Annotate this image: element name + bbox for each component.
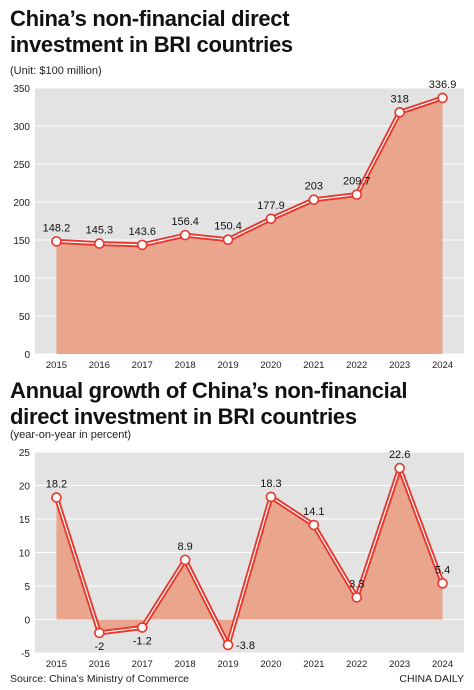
chart2-title-line2: direct investment in BRI countries	[10, 404, 357, 429]
chart2-y-tick-label: 25	[19, 448, 31, 459]
chart2-data-label: -2	[94, 641, 104, 653]
chart1-data-label: 177.9	[257, 200, 285, 212]
chart1-data-point	[265, 213, 277, 225]
chart1-data-point	[437, 92, 448, 104]
chart1-data-label: 150.4	[214, 221, 242, 233]
chart1-x-tick-label: 2015	[46, 360, 67, 371]
chart2-x-tick-label: 2016	[89, 659, 110, 670]
chart1-x-tick-label: 2022	[346, 360, 367, 371]
chart2-data-label: 5.4	[435, 564, 450, 576]
chart2-x-tick-label: 2015	[46, 659, 67, 670]
chart2-x-tick-label: 2022	[346, 659, 367, 670]
chart1-y-tick-label: 250	[13, 160, 30, 171]
chart2-x-tick-label: 2018	[175, 659, 196, 670]
chart1-data-point	[136, 239, 148, 251]
chart1-x-tick-label: 2024	[432, 360, 453, 371]
chart2-area-chart: -5 0 5 10 15 20 25 18.2 -2 -1.2 8.9 -3.8 18.3 14.1 3.3…	[19, 448, 464, 670]
chart1-data-label: 145.3	[86, 225, 114, 237]
chart1-y-tick-label: 0	[24, 350, 30, 361]
chart1-x-tick-label: 2018	[175, 360, 196, 371]
chart2-x-tick-label: 2023	[389, 659, 410, 670]
chart2-x-tick-label: 2019	[217, 659, 238, 670]
chart1-y-tick-label: 300	[13, 122, 30, 133]
chart2-y-tick-label: 15	[19, 515, 31, 526]
source-note: Source: China’s Ministry of Commerce	[10, 673, 189, 685]
credit-label: CHINA DAILY	[399, 673, 464, 685]
chart2-y-tick-label: -5	[21, 649, 30, 660]
chart1-data-point	[51, 236, 62, 247]
chart2-title-line1: Annual growth of China’s non-financial	[10, 378, 408, 403]
chart2-title: Annual growth of China’s non-financial d…	[10, 378, 408, 430]
chart2-x-tick-label: 2021	[303, 659, 324, 670]
chart1-unit-label: (Unit: $100 million)	[10, 65, 102, 77]
chart2-data-label: -1.2	[133, 636, 152, 648]
chart2-y-tick-label: 5	[24, 582, 30, 593]
chart2-unit-label: (year-on-year in percent)	[10, 429, 132, 441]
chart2-data-label: 18.3	[260, 478, 281, 490]
chart1-data-label: 143.6	[128, 226, 156, 238]
chart1-data-point	[394, 107, 405, 118]
chart1-y-tick-label: 150	[13, 236, 30, 247]
chart2-area-fill	[56, 468, 443, 645]
chart2-data-point	[179, 554, 191, 566]
chart1-x-tick-label: 2016	[89, 360, 110, 371]
chart1-y-tick-label: 100	[13, 274, 30, 285]
chart1-data-label: 148.2	[43, 222, 71, 234]
chart1-data-label: 318	[390, 93, 408, 105]
chart2-data-point	[51, 492, 62, 503]
chart1-data-label: 203	[305, 181, 323, 193]
chart2-data-point	[136, 622, 148, 633]
chart2-series-line-inner	[55, 467, 444, 646]
chart1-area-chart: 0 50 100 150 200 250 300 350 148.2 145.3 143.6 156.…	[13, 79, 464, 371]
chart2-data-point	[351, 592, 363, 603]
chart1-data-label: 209.7	[343, 176, 371, 188]
chart1-data-point	[351, 189, 363, 200]
chart2-data-label: -3.8	[236, 640, 255, 652]
chart1-data-point	[94, 238, 105, 249]
chart1-title: China’s non-financial direct investment …	[10, 6, 293, 58]
chart1-title-line1: China’s non-financial direct	[10, 6, 290, 31]
chart1-y-tick-label: 200	[13, 198, 30, 209]
chart1-data-point	[179, 229, 191, 241]
chart1-data-point	[308, 194, 320, 206]
chart2-data-point	[437, 578, 448, 589]
chart2-y-tick-label: 20	[19, 482, 31, 493]
chart1-area-fill	[56, 97, 443, 355]
chart2-data-point	[265, 491, 277, 503]
chart2-x-tick-label: 2024	[432, 659, 453, 670]
chart2-data-label: 3.3	[349, 578, 364, 590]
chart1-data-label: 156.4	[171, 216, 199, 228]
chart1-x-tick-label: 2019	[217, 360, 238, 371]
chart2-y-tick-label: 0	[24, 616, 30, 627]
chart1-x-tick-label: 2021	[303, 360, 324, 371]
chart1-y-tick-label: 350	[13, 84, 30, 95]
chart2-x-tick-label: 2017	[132, 659, 153, 670]
chart2-data-label: 22.6	[389, 449, 410, 461]
chart1-x-tick-label: 2020	[260, 360, 281, 371]
chart2-x-tick-label: 2020	[260, 659, 281, 670]
chart1-y-tick-label: 50	[19, 312, 31, 323]
chart2-data-point	[394, 462, 405, 474]
chart1-data-point	[222, 234, 234, 245]
chart1-x-tick-label: 2017	[132, 360, 153, 371]
chart2-data-point	[222, 639, 234, 651]
chart2-data-point	[308, 519, 320, 531]
chart2-data-label: 18.2	[46, 479, 67, 491]
chart2-data-point	[94, 627, 105, 639]
chart2-data-label: 14.1	[303, 506, 324, 518]
chart1-title-line2: investment in BRI countries	[10, 32, 293, 57]
chart2-y-tick-label: 10	[19, 549, 31, 560]
chart1-x-tick-label: 2023	[389, 360, 410, 371]
chart1-data-label: 336.9	[429, 79, 457, 91]
chart1-series-line-inner	[56, 97, 443, 246]
chart2-data-label: 8.9	[178, 541, 193, 553]
